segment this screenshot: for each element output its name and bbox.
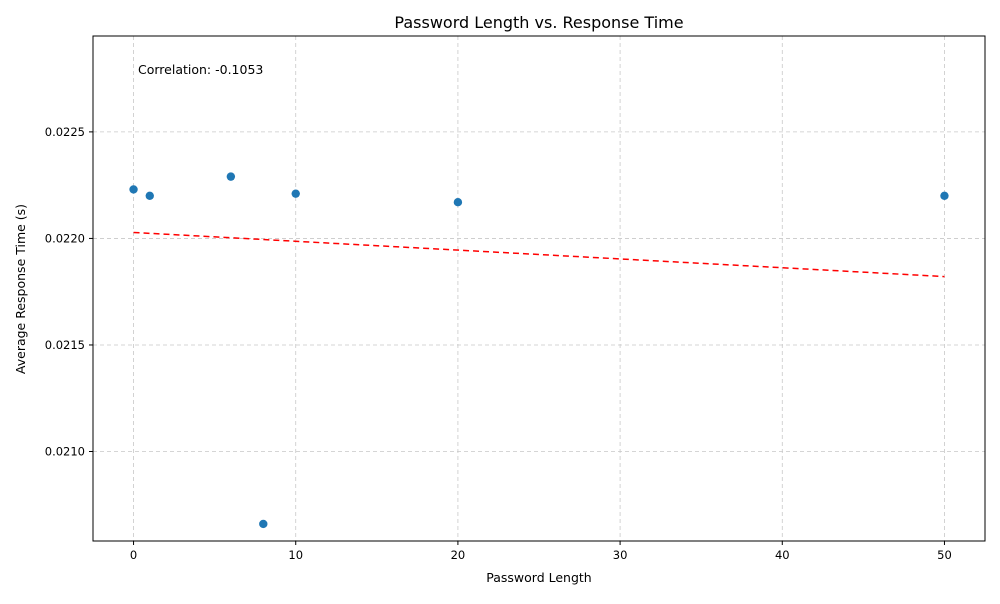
data-points [129,172,949,529]
data-point [291,189,300,198]
data-point [259,519,268,529]
y-tick-label: 0.0220 [45,231,85,245]
x-tick-label: 0 [130,548,137,562]
x-tick-label: 20 [451,548,466,562]
y-tick-label: 0.0215 [45,338,85,352]
y-tick-label: 0.0225 [45,125,85,139]
plot-frame [92,35,986,542]
y-axis-ticks: 0.0210 0.0215 0.0220 0.0225 [45,125,93,459]
data-point [129,185,138,194]
y-tick-label: 0.0210 [45,445,85,459]
x-tick-label: 30 [613,548,628,562]
data-point [453,198,463,207]
x-tick-label: 40 [775,548,790,562]
data-point [145,191,154,201]
data-point [940,191,949,201]
trendline [133,231,945,278]
grid [93,36,985,541]
y-axis-label: Average Response Time (s) [13,204,28,374]
chart-title: Password Length vs. Response Time [394,13,683,32]
x-tick-label: 10 [288,548,303,562]
x-axis-label: Password Length [486,570,591,585]
trendline-group [133,231,945,278]
x-tick-label: 50 [937,548,952,562]
data-point [226,172,236,181]
correlation-annotation: Correlation: -0.1053 [138,62,263,77]
x-axis-ticks: 0 10 20 30 40 50 [130,541,952,562]
